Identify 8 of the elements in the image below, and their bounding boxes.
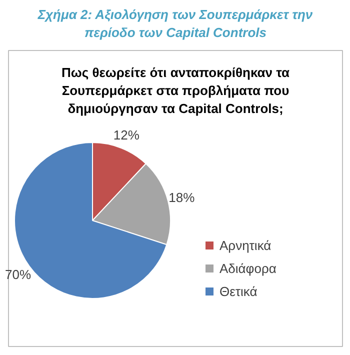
chart-title: Σχήμα 2: Αξιολόγηση των Σουπερμάρκετ την περίοδο των Capital Controls [36,7,314,40]
data-label: 70% [5,267,32,282]
data-label: 18% [168,190,196,206]
data-label: 12% [113,127,140,142]
legend-label: Αδιάφορα [220,261,277,276]
legend-label: Αρνητικά [220,238,272,253]
chart-subtitle: Πως θεωρείτε ότι ανταποκρίθηκαν τα Σουπερμάρκετ στα προβλήματα που δημιούργησαν τα Capital Controls; [61,65,290,116]
legend-label: Θετικά [220,284,258,299]
